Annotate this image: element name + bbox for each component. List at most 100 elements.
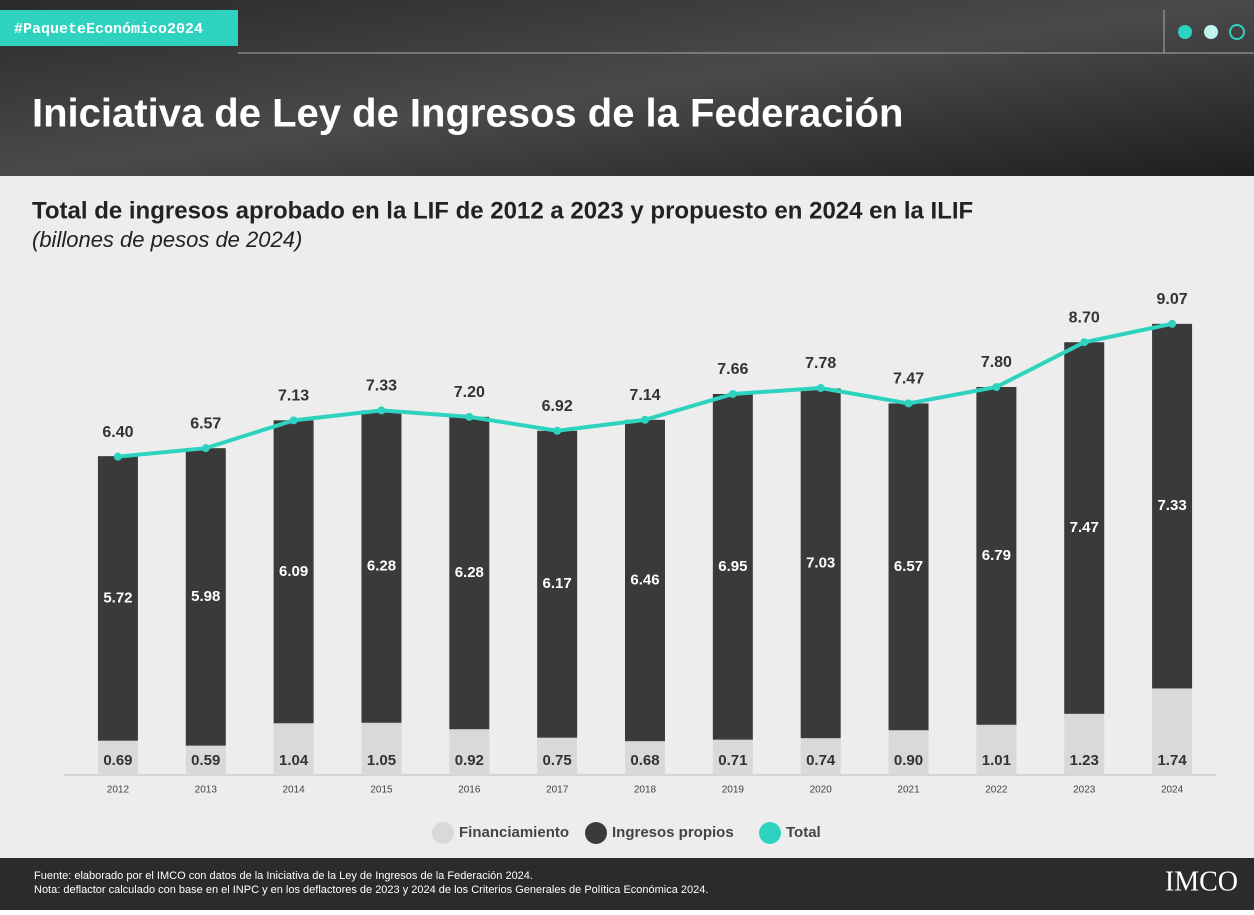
x-tick-label: 2016 xyxy=(458,785,481,796)
x-tick-label: 2020 xyxy=(810,785,833,796)
legend-swatch xyxy=(432,822,454,844)
line-point xyxy=(553,426,562,435)
bar-segment xyxy=(888,730,929,775)
line-point xyxy=(465,412,474,421)
bar-segment xyxy=(888,403,929,731)
dot xyxy=(1178,25,1192,39)
data-label: 6.40 xyxy=(102,424,133,441)
legend: Financiamiento Ingresos propios Total xyxy=(432,822,821,844)
legend-label: Total xyxy=(786,824,821,841)
chart-subtitle: (billones de pesos de 2024) xyxy=(32,227,302,252)
data-label: 6.57 xyxy=(190,415,221,432)
data-label: 0.59 xyxy=(191,752,220,769)
bar-segment xyxy=(625,419,665,742)
data-label: 8.70 xyxy=(1069,309,1100,326)
data-label: 5.72 xyxy=(103,589,132,606)
data-label: 7.13 xyxy=(278,388,309,405)
data-label: 7.66 xyxy=(717,361,748,378)
data-label: 0.71 xyxy=(718,752,747,769)
x-tick-label: 2018 xyxy=(634,785,657,796)
tag: #PaqueteEconómico2024 xyxy=(14,21,203,38)
bar-segment xyxy=(712,739,753,775)
dot xyxy=(1204,25,1218,39)
line-point xyxy=(201,444,210,453)
bar-segment xyxy=(1152,688,1193,775)
legend-label: Ingresos propios xyxy=(612,824,734,841)
data-label: 7.33 xyxy=(1157,497,1186,514)
bar-segment xyxy=(625,741,665,775)
data-label: 5.98 xyxy=(191,588,220,605)
page-title: Iniciativa de Ley de Ingresos de la Fede… xyxy=(32,92,903,136)
source: Fuente: elaborado por el IMCO con datos … xyxy=(34,870,533,882)
line-point xyxy=(904,399,913,408)
data-label: 1.05 xyxy=(367,752,396,769)
x-tick-label: 2013 xyxy=(195,785,218,796)
x-tick-label: 2023 xyxy=(1073,785,1096,796)
data-label: 0.75 xyxy=(543,752,572,769)
bar-segment xyxy=(361,722,402,775)
data-label: 1.23 xyxy=(1070,752,1099,769)
data-label: 6.28 xyxy=(455,564,484,581)
data-label: 6.95 xyxy=(718,558,747,575)
data-label: 1.04 xyxy=(279,752,309,769)
bar-segment xyxy=(273,723,314,775)
dot xyxy=(1229,24,1245,40)
data-label: 1.01 xyxy=(982,752,1011,769)
data-label: 6.09 xyxy=(279,563,308,580)
bar-segment xyxy=(185,448,226,746)
bar-segment xyxy=(449,729,490,775)
data-label: 6.28 xyxy=(367,558,396,575)
data-label: 7.20 xyxy=(454,384,485,401)
line-point xyxy=(289,416,298,425)
bar-segment xyxy=(1152,323,1193,689)
bar-segment xyxy=(361,410,402,723)
x-tick-label: 2014 xyxy=(282,785,305,796)
data-label: 7.47 xyxy=(893,371,924,388)
data-label: 7.78 xyxy=(805,355,836,372)
line-point xyxy=(1168,319,1177,328)
data-label: 7.14 xyxy=(629,387,660,404)
x-tick-label: 2015 xyxy=(370,785,393,796)
plot: 2012 2013 2014 2015 2016 2017 2018 2019 2020 2021… xyxy=(64,291,1216,796)
chart-title: Total de ingresos aprobado en la LIF de … xyxy=(32,197,973,224)
data-label: 6.46 xyxy=(630,571,659,588)
data-label: 7.03 xyxy=(806,554,835,571)
data-label: 0.92 xyxy=(455,752,484,769)
x-tick-label: 2017 xyxy=(546,785,569,796)
line-point xyxy=(377,406,386,415)
bar-segment xyxy=(185,745,226,775)
tag-box xyxy=(0,10,238,46)
x-tick-label: 2022 xyxy=(985,785,1008,796)
footer-band xyxy=(0,858,1254,910)
x-tick-label: 2021 xyxy=(897,785,920,796)
logo: IMCO xyxy=(1165,866,1238,897)
bar-segment xyxy=(800,388,841,739)
legend-swatch xyxy=(585,822,607,844)
bar-segment xyxy=(712,393,753,740)
x-tick-label: 2012 xyxy=(107,785,130,796)
bar-segment xyxy=(1064,713,1105,775)
data-label: 0.69 xyxy=(103,752,132,769)
data-label: 0.74 xyxy=(806,752,836,769)
line-point xyxy=(641,415,649,424)
data-label: 0.68 xyxy=(630,752,659,769)
data-label: 7.47 xyxy=(1070,519,1099,536)
line-point xyxy=(113,452,122,461)
bar-segment xyxy=(537,430,578,738)
line-point xyxy=(992,383,1001,391)
bar-segment xyxy=(1064,342,1105,714)
data-label: 7.33 xyxy=(366,378,397,395)
data-label: 1.74 xyxy=(1157,752,1187,769)
bar-segment xyxy=(449,416,490,730)
legend-label: Financiamiento xyxy=(459,824,569,841)
bar-segment xyxy=(97,456,138,741)
line-point xyxy=(816,383,825,392)
x-tick-label: 2019 xyxy=(722,785,745,796)
bar-segment xyxy=(97,740,138,775)
x-tick-label: 2024 xyxy=(1161,785,1184,796)
bar-segment xyxy=(976,387,1017,725)
note: Nota: deflactor calculado con base en el… xyxy=(34,884,708,896)
data-label: 6.79 xyxy=(982,547,1011,564)
data-label: 6.57 xyxy=(894,558,923,575)
